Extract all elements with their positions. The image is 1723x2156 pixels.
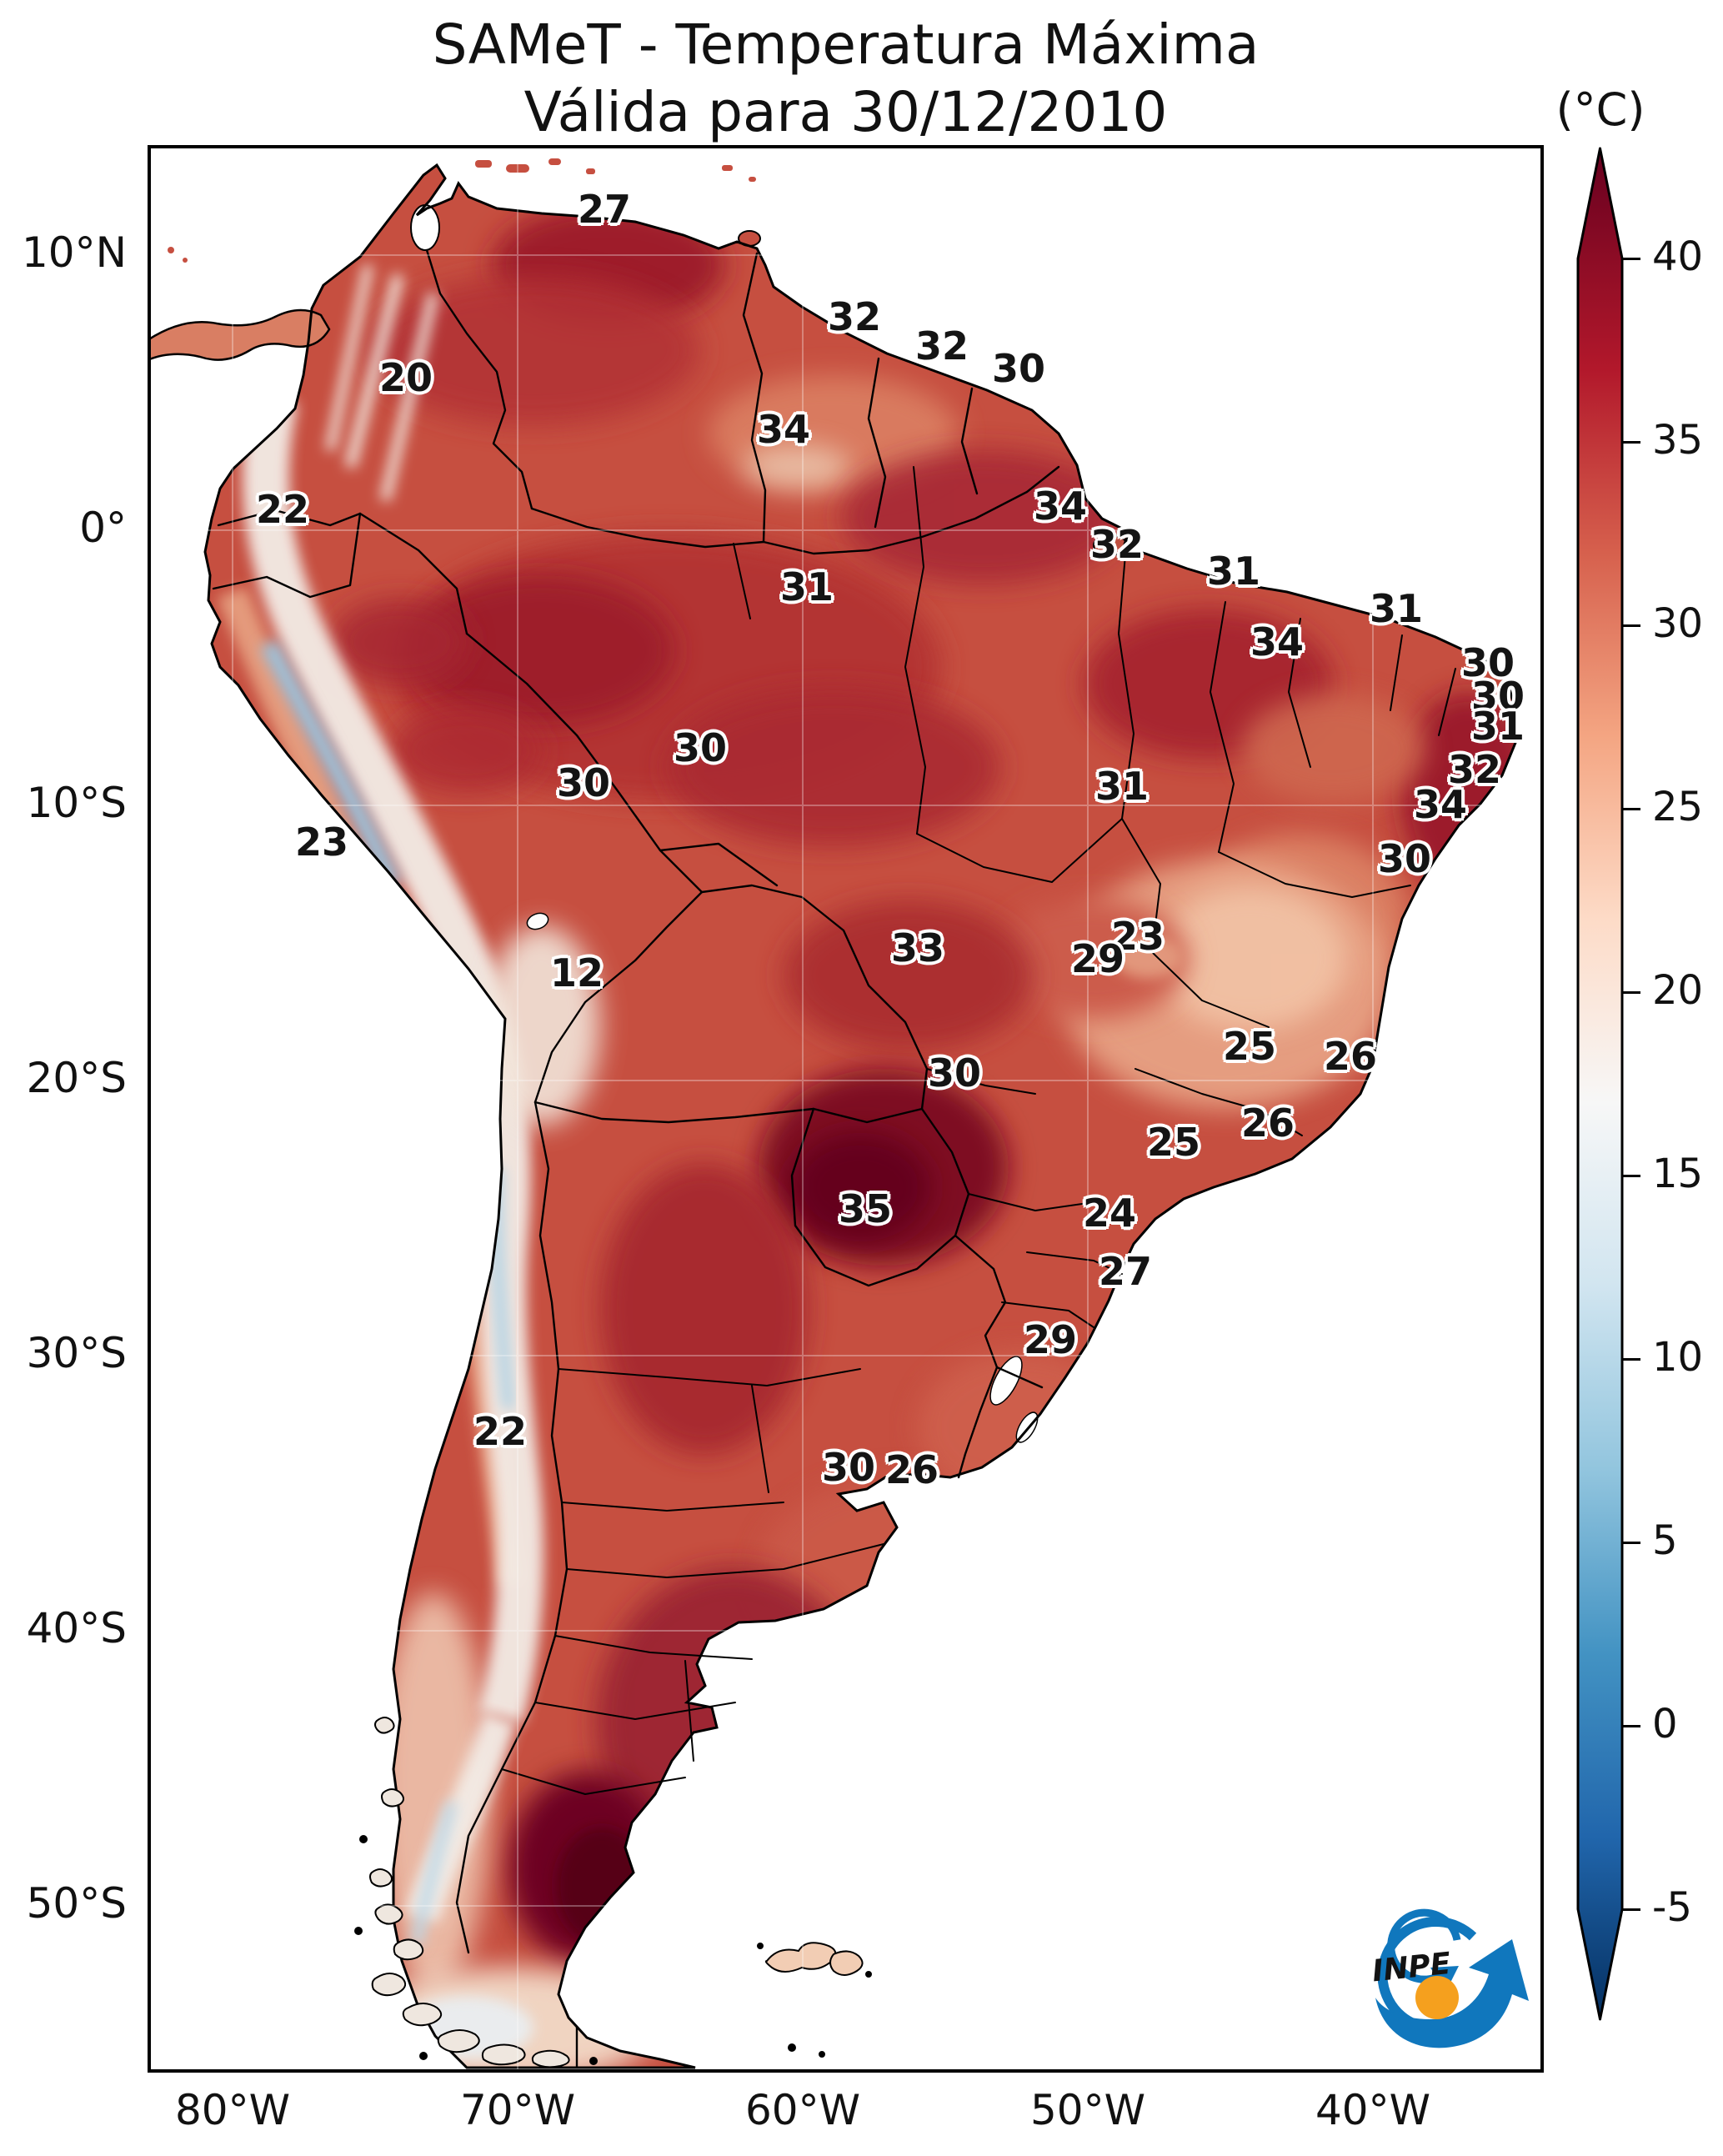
station-temp-label: 34 [1033,484,1087,529]
inpe-logo-text: INPE [1370,1947,1453,1989]
colorbar-tick-mark [1622,1357,1640,1361]
station-temp-label: 35 [838,1186,892,1231]
patos-lagoon [989,1356,1023,1406]
caribbean-islands [168,158,756,263]
inpe-logo-inner-swirl [1387,1908,1461,1983]
station-temp-label: 33 [890,925,944,970]
station-temp-label: 26 [884,1447,939,1492]
marajo-island [1093,534,1128,556]
station-temp-label: 32 [1447,747,1501,792]
lat-tick-label: 0° [79,504,127,552]
station-temp-label: 27 [577,187,631,232]
lat-tick-label: 50°S [26,1879,127,1928]
colorbar-tick-mark [1622,624,1640,627]
colorbar-unit-label: (°C) [1555,83,1645,136]
lat-tick-label: 20°S [26,1054,127,1102]
colorbar-tick-label: 40 [1652,233,1704,280]
station-temp-label: 27 [1098,1249,1152,1294]
station-temp-label: 25 [1146,1120,1200,1165]
figure-title: SAMeT - Temperatura Máxima Válida para 3… [148,12,1544,146]
station-temp-label: 31 [1470,704,1525,749]
station-temp-label: 34 [1413,782,1467,827]
colorbar-tick-mark [1622,807,1640,810]
station-temp-label: 30 [1460,640,1515,685]
lat-tick-label: 10°S [26,779,127,827]
station-temp-label: 22 [255,487,309,532]
station-temp-label: 31 [1094,764,1149,809]
station-temp-label: 30 [1470,674,1525,719]
station-temp-label: 32 [1089,522,1144,567]
lon-tick-label: 50°W [1029,2086,1146,2134]
station-temp-label: 32 [914,323,969,369]
colorbar-tick-label: 10 [1652,1334,1704,1381]
station-temp-label: 34 [756,407,810,452]
colorbar-tick-label: 35 [1652,417,1704,464]
colorbar-tick-label: 30 [1652,600,1704,647]
station-temp-label: 32 [827,294,881,339]
colorbar-tick-label: 5 [1652,1517,1678,1564]
colorbar-tick-mark [1622,990,1640,994]
station-temp-label: 26 [1240,1101,1295,1146]
falkland-islands [757,1942,872,1978]
station-temp-label: 24 [1082,1191,1136,1236]
lon-tick-label: 80°W [174,2086,291,2134]
lon-tick-label: 60°W [744,2086,861,2134]
station-temp-label: 23 [1110,914,1165,959]
station-temp-label: 30 [927,1050,981,1096]
lon-tick-label: 70°W [459,2086,576,2134]
station-temp-label: 12 [549,950,604,995]
station-temp-label: 30 [673,725,727,770]
lon-tick-label: 40°W [1315,2086,1431,2134]
station-temp-label: 34 [1250,619,1304,664]
station-temp-label: 29 [1023,1317,1077,1362]
station-temp-label: 31 [779,564,834,609]
temperature-field [217,205,1517,2068]
colorbar-tick-label: 20 [1652,967,1704,1014]
colorbar-tick-mark [1622,1541,1640,1544]
title-line-2: Válida para 30/12/2010 [523,79,1168,144]
state-borders [501,466,1456,1795]
central-america-strip [148,308,331,362]
inpe-logo-orange-dot [1415,1976,1459,2019]
south-america-temperature-map [148,145,1544,2073]
lat-tick-label: 40°S [26,1604,127,1652]
station-temp-label: 23 [294,820,348,865]
station-temp-label: 30 [821,1445,875,1490]
colorbar-tick-mark [1622,1908,1640,1911]
colorbar-tick-mark [1622,1724,1640,1727]
colorbar-tick-mark [1622,440,1640,444]
station-temp-label: 31 [1369,586,1423,631]
station-temp-label: 20 [378,355,433,400]
station-temp-label: 26 [1323,1034,1377,1079]
colorbar-tick-label: -5 [1652,1884,1692,1931]
colorbar-tick-mark [1622,1174,1640,1177]
station-temp-label: 22 [473,1409,527,1454]
station-temp-label: 31 [1206,549,1260,594]
colorbar-tick-label: 0 [1652,1701,1678,1747]
inpe-logo-big-arrow [1375,1939,1529,2048]
station-temp-label: 30 [1377,836,1431,881]
lat-tick-label: 10°N [21,228,127,277]
station-temp-label: 29 [1070,936,1124,981]
title-line-1: SAMeT - Temperatura Máxima [432,13,1260,77]
graticule [148,145,1544,2073]
lat-tick-label: 30°S [26,1329,127,1377]
lake-titicaca [526,912,549,930]
patagonia-fjords [354,1717,825,2068]
station-temp-label: 30 [556,760,610,805]
station-temp-label: 25 [1222,1024,1276,1069]
station-temp-label: 30 [991,346,1045,391]
colorbar-tick-label: 25 [1652,784,1704,830]
colorbar-tick-label: 15 [1652,1151,1704,1197]
colorbar-tick-mark [1622,257,1640,260]
